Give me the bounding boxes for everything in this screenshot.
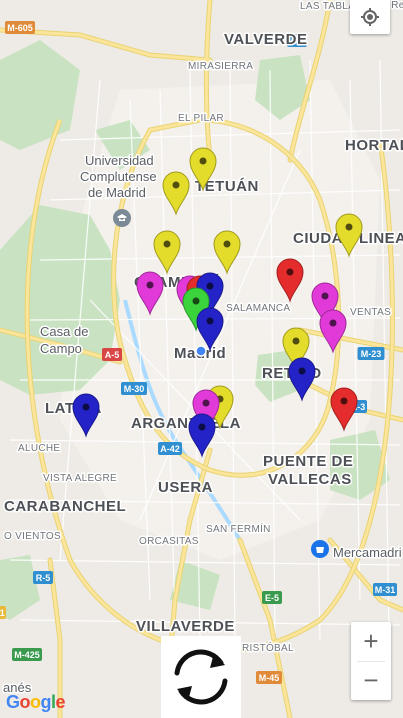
- refresh-icon: [174, 649, 228, 705]
- map-marker-m18[interactable]: [72, 393, 100, 438]
- refresh-button[interactable]: [161, 636, 241, 718]
- road-shield-label: R-5: [36, 573, 51, 583]
- map-marker-m2[interactable]: [162, 171, 190, 216]
- place-label-casa-de: Casa de: [40, 324, 88, 339]
- map-marker-m7[interactable]: [136, 271, 164, 316]
- road-shield-label: 11: [0, 608, 5, 618]
- place-label-leganes: anés: [3, 680, 32, 695]
- place-label-salamanca: SALAMANCA: [226, 303, 290, 314]
- zoom-control: + −: [351, 622, 391, 700]
- map-marker-m4[interactable]: [153, 230, 181, 275]
- map-marker-m15[interactable]: [282, 327, 310, 372]
- road-shield-label: A-42: [160, 444, 180, 454]
- road-shield-label: M-23: [361, 349, 382, 359]
- road-shield-label: A-5: [105, 350, 120, 360]
- google-logo-letter: g: [40, 692, 52, 712]
- google-logo-letter: o: [30, 692, 41, 712]
- place-label-orcasitas: ORCASITAS: [139, 536, 199, 547]
- road-shield-label: M-605: [7, 23, 33, 33]
- google-logo-letter: o: [19, 692, 31, 712]
- zoom-out-button[interactable]: −: [363, 665, 379, 695]
- road-shield-a5: A-5: [102, 348, 122, 361]
- road-shield-label: M-425: [14, 650, 40, 660]
- place-label-buenos-vientos: O VIENTOS: [4, 531, 61, 542]
- road-shield-m45: M-45: [256, 671, 282, 684]
- place-label-aluche: ALUCHE: [18, 443, 60, 454]
- road-shield-label: A-1: [290, 36, 305, 46]
- place-label-campo: Campo: [40, 341, 82, 356]
- place-label-mirasierra: MIRASIERRA: [188, 61, 253, 72]
- place-label-carabanchel: CARABANCHEL: [4, 498, 126, 515]
- place-label-puente: PUENTE DE: [263, 453, 353, 470]
- map-marker-m17[interactable]: [330, 387, 358, 432]
- shopping-icon: [311, 540, 329, 558]
- road-shield-m605: M-605: [5, 21, 35, 34]
- zoom-divider: [357, 661, 385, 662]
- place-label-universidad: Universidad: [85, 153, 154, 168]
- road-shield-m23: M-23: [357, 347, 385, 360]
- road-shield-a42: A-42: [158, 442, 182, 455]
- place-label-usera: USERA: [158, 479, 213, 496]
- place-label-san-fermin: SAN FERMÍN: [206, 522, 271, 535]
- road-shield-label: A-3: [351, 402, 366, 412]
- map-marker-m1[interactable]: [189, 147, 217, 192]
- road-shields: M-605 A-1 A-5 M-23 M-30 A-3 A-42 R-5 E-5 M-425 M-4…: [0, 21, 397, 684]
- map-marker-m3[interactable]: [335, 213, 363, 258]
- map-marker-m21[interactable]: [188, 413, 216, 458]
- place-labels: LAS TABLAS VALVERDE MIRASIERRA EL PILAR HORT…: [2, 0, 403, 697]
- road-shield-label: E-5: [265, 593, 279, 603]
- road-shield-m425: M-425: [12, 648, 42, 661]
- place-label-vista-alegre: VISTA ALEGRE: [43, 473, 117, 484]
- place-label-mercamadrid: Mercamadri: [333, 545, 402, 560]
- user-location-dot: [195, 345, 207, 357]
- road-shield-e5: E-5: [262, 591, 282, 604]
- place-label-hortaleza: HORTALE: [345, 137, 403, 154]
- university-icon: [113, 209, 131, 227]
- crosshair-icon: [361, 8, 379, 26]
- google-logo-letter: e: [55, 692, 66, 712]
- google-logo: Google: [6, 692, 66, 713]
- map-marker-m14[interactable]: [196, 307, 224, 352]
- google-logo-letter: G: [6, 692, 20, 712]
- road-shield-label: M-31: [375, 585, 396, 595]
- place-label-vallecas: VALLECAS: [268, 471, 352, 488]
- road-shield-label: M-45: [259, 673, 280, 683]
- google-logo-letter: l: [51, 692, 56, 712]
- road-shield-m31: M-31: [373, 583, 397, 596]
- zoom-in-button[interactable]: +: [363, 626, 379, 656]
- markers[interactable]: [72, 147, 363, 458]
- place-label-cristobal: RISTÓBAL: [242, 641, 294, 654]
- map-marker-m20[interactable]: [192, 389, 220, 434]
- place-label-ventas: VENTAS: [350, 307, 391, 318]
- road-shield-m30a: M-30: [121, 382, 147, 395]
- map-marker-m6[interactable]: [276, 258, 304, 303]
- road-shield-a1: A-1: [287, 34, 307, 47]
- place-label-las-tablas: LAS TABLAS: [300, 1, 362, 12]
- place-label-tetuan: TETUÁN: [195, 178, 259, 195]
- map-marker-m16[interactable]: [288, 357, 316, 402]
- place-label-de-madrid: de Madrid: [88, 185, 146, 200]
- road-shield-label: M-30: [124, 384, 145, 394]
- my-location-button[interactable]: [350, 0, 390, 34]
- map-marker-m5[interactable]: [213, 230, 241, 275]
- map-marker-m8[interactable]: [311, 282, 339, 327]
- place-label-complutense: Complutense: [80, 169, 157, 184]
- place-label-valverde: VALVERDE: [224, 31, 307, 48]
- map-marker-m9[interactable]: [319, 309, 347, 354]
- place-label-el-pilar: EL PILAR: [178, 113, 224, 124]
- road-shield-r5: R-5: [33, 571, 53, 584]
- road-shield-m11: 11: [0, 606, 6, 619]
- place-label-villaverde: VILLAVERDE: [136, 618, 235, 635]
